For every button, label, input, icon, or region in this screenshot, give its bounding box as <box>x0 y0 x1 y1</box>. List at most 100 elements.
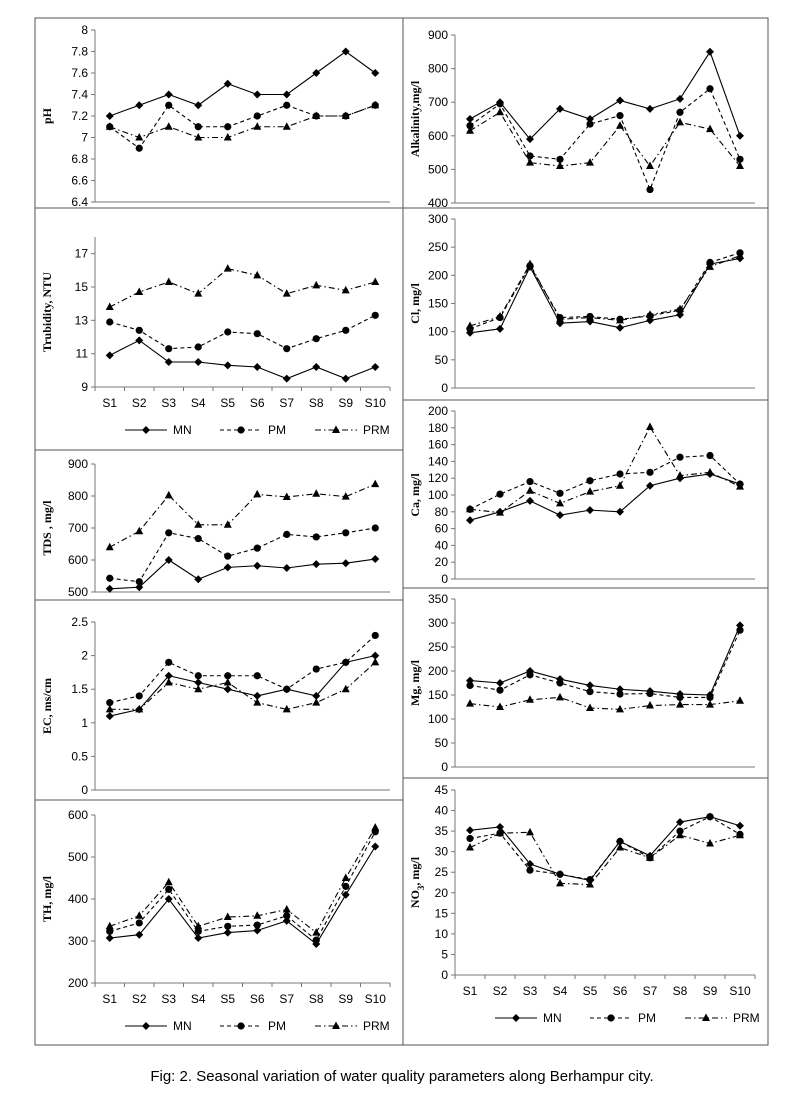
data-point-prm <box>556 878 564 887</box>
data-point-pm <box>616 690 624 698</box>
data-point-prm <box>676 471 684 479</box>
data-point-pm <box>496 686 504 694</box>
y-tick-label: 100 <box>428 488 448 502</box>
data-point-pm <box>135 578 143 586</box>
x-tick-label: S3 <box>161 396 176 410</box>
data-point-mn <box>135 336 144 345</box>
data-point-pm <box>253 921 261 929</box>
data-point-prm <box>223 520 232 528</box>
chart-chloride: 0 50 100 150 200 250 300 Cl, mg/l <box>402 207 769 401</box>
data-point-prm <box>253 911 262 919</box>
y-tick-label: 700 <box>428 95 448 109</box>
data-point-pm <box>466 681 474 690</box>
y-tick-label: 6.6 <box>71 174 88 188</box>
data-point-pm <box>706 813 714 821</box>
data-point-prm <box>526 486 534 494</box>
y-tick-label: 6.4 <box>71 195 88 209</box>
data-point-pm <box>253 112 261 120</box>
data-point-mn <box>223 685 232 694</box>
data-point-pm <box>706 693 714 702</box>
legend-marker-pm <box>607 1014 615 1022</box>
data-point-mn <box>676 818 684 827</box>
legend-label-mn: MN <box>173 423 192 437</box>
data-point-pm <box>194 534 202 543</box>
data-point-prm <box>253 489 262 498</box>
data-point-pm <box>496 100 504 108</box>
data-point-prm <box>312 489 321 497</box>
data-point-mn <box>466 115 474 123</box>
y-tick-label: 100 <box>428 325 448 339</box>
data-point-pm <box>371 524 379 532</box>
y-tick-label: 7.2 <box>71 109 88 123</box>
y-tick-label: 500 <box>68 585 88 599</box>
data-point-mn <box>164 556 173 564</box>
x-tick-label: S9 <box>338 396 353 410</box>
x-tick-label: S9 <box>338 992 353 1006</box>
data-point-prm <box>223 912 232 921</box>
data-point-mn <box>223 928 232 937</box>
data-point-pm <box>736 155 744 163</box>
data-point-pm <box>526 671 534 679</box>
data-point-prm <box>676 700 684 708</box>
y-tick-label: 500 <box>68 850 88 864</box>
data-point-prm <box>194 921 203 930</box>
data-point-pm <box>106 927 114 935</box>
data-point-prm <box>646 422 654 430</box>
series-line-prm <box>109 827 376 934</box>
y-tick-label: 500 <box>428 162 448 176</box>
series-line-pm <box>469 87 741 192</box>
y-tick-label: 2.5 <box>71 615 88 629</box>
data-point-pm <box>466 834 474 843</box>
panel-frame <box>402 207 769 401</box>
y-tick-label: 100 <box>428 712 448 726</box>
data-point-mn <box>646 481 654 490</box>
data-point-prm <box>646 701 654 709</box>
panel-frame <box>402 17 769 209</box>
data-point-pm <box>165 101 173 109</box>
series-line-pm <box>469 629 741 698</box>
data-point-mn <box>253 90 262 99</box>
data-point-prm <box>586 487 594 495</box>
data-point-pm <box>706 451 714 460</box>
y-tick-label: 0 <box>441 572 448 586</box>
data-point-mn <box>736 131 744 140</box>
y-tick-label: 8 <box>81 23 88 37</box>
legend-label-prm: PRM <box>363 1019 390 1033</box>
data-point-prm <box>223 677 232 686</box>
data-point-pm <box>646 689 654 698</box>
data-point-pm <box>676 453 684 461</box>
data-point-pm <box>556 870 564 878</box>
data-point-prm <box>341 111 350 119</box>
data-point-pm <box>526 152 534 160</box>
y-tick-label: 200 <box>428 268 448 282</box>
x-tick-label: S2 <box>493 984 508 998</box>
y-tick-label: 200 <box>428 664 448 678</box>
data-point-prm <box>526 259 534 268</box>
y-axis-title: EC, ms/cm <box>40 678 54 734</box>
data-point-prm <box>282 704 291 713</box>
legend-marker-prm <box>332 425 340 433</box>
data-point-pm <box>194 123 202 131</box>
data-point-mn <box>194 358 203 366</box>
data-point-mn <box>371 363 380 371</box>
x-tick-label: S1 <box>463 984 478 998</box>
data-point-prm <box>282 122 291 130</box>
data-point-mn <box>282 916 291 925</box>
data-point-pm <box>224 123 232 131</box>
y-tick-label: 0.5 <box>71 749 88 763</box>
series-line-mn <box>109 846 376 945</box>
legend: MN PM PRM <box>125 1019 390 1033</box>
series-line-mn <box>109 655 376 717</box>
data-point-pm <box>312 936 320 944</box>
series-line-pm <box>109 314 376 350</box>
x-tick-label: S2 <box>132 396 147 410</box>
data-point-pm <box>616 837 624 845</box>
x-tick-label: S4 <box>191 396 206 410</box>
data-point-prm <box>194 684 203 693</box>
panel-frame <box>402 777 769 1046</box>
data-point-pm <box>706 258 714 266</box>
data-point-prm <box>706 700 714 708</box>
data-point-prm <box>586 703 594 711</box>
legend-label-pm: PM <box>268 1019 286 1033</box>
data-point-mn <box>736 821 744 830</box>
